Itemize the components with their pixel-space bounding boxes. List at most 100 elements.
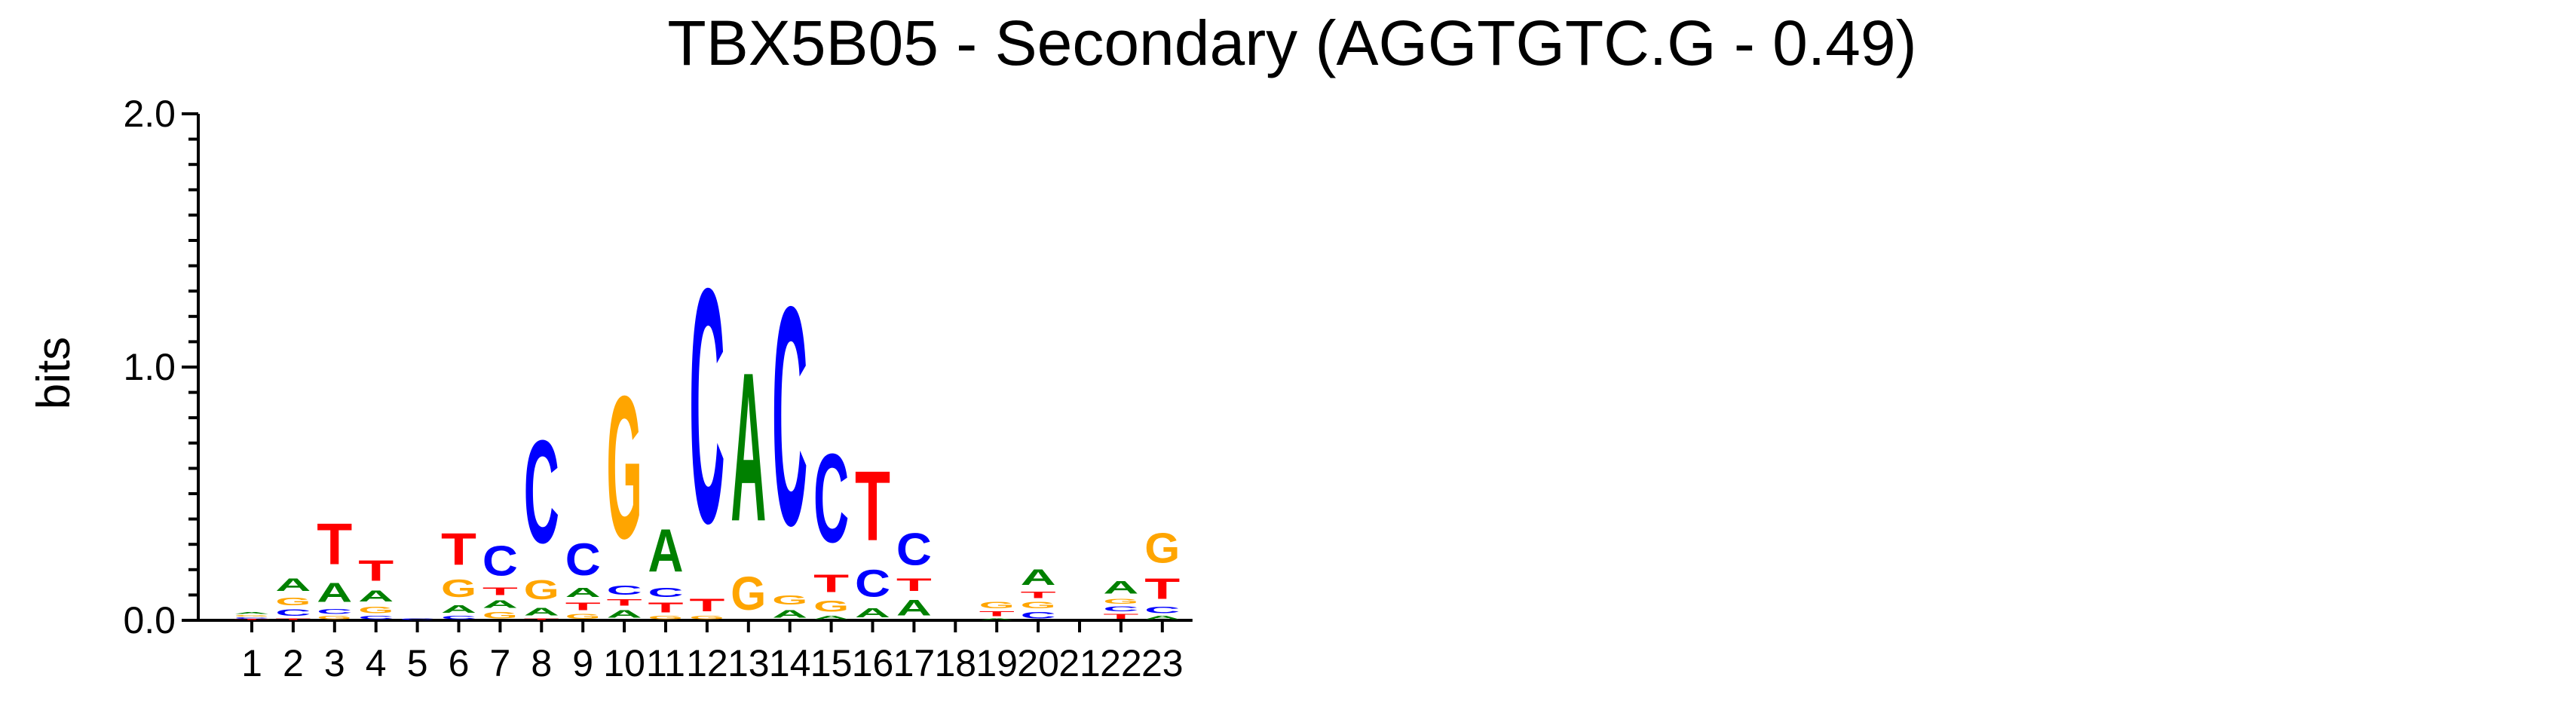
logo-column: AGC <box>772 242 807 621</box>
logo-letter-t: T <box>1021 590 1057 601</box>
x-tick-label: 13 <box>727 642 770 684</box>
x-tick-label: 21 <box>1058 642 1101 684</box>
logo-letter-a: A <box>565 585 601 600</box>
logo-letter-c: C <box>565 534 601 585</box>
logo-letter-g: G <box>234 614 270 617</box>
logo-letter-a: A <box>358 588 394 605</box>
logo-letter-a: A <box>1021 565 1056 590</box>
logo-letter-g: G <box>275 595 311 608</box>
x-tick-label: 2 <box>283 642 304 684</box>
logo-letter-g: G <box>1144 525 1180 572</box>
logo-letter-c: C <box>772 242 807 590</box>
logo-letter-c: C <box>1144 605 1180 615</box>
x-tick-label: 4 <box>366 642 387 684</box>
logo-letter-t: T <box>358 555 394 587</box>
x-tick-label: 9 <box>572 642 593 684</box>
x-tick-label: 11 <box>646 642 685 684</box>
logo-column: ACT <box>855 450 890 620</box>
x-tick-label: 20 <box>1017 642 1059 684</box>
logo-letter-t: T <box>275 618 311 620</box>
logo-letter-t: T <box>1144 572 1180 604</box>
x-tick-label: 14 <box>769 642 811 684</box>
logo-letter-a: A <box>607 607 642 620</box>
logo-letter-a: A <box>317 577 352 607</box>
logo-letter-a: A <box>855 605 890 620</box>
logo-letter-g: G <box>317 615 352 620</box>
x-tick-label: 10 <box>603 642 645 684</box>
x-tick-label: 3 <box>324 642 345 684</box>
logo-letter-c: C <box>689 220 724 593</box>
logo-letter-g: G <box>1021 600 1056 610</box>
logo-letter-g: G <box>731 568 766 620</box>
logo-letter-c: C <box>813 427 849 568</box>
x-tick-label: 17 <box>893 642 936 684</box>
logo-letter-g: G <box>1103 598 1138 605</box>
logo-letter-t: T <box>607 598 643 608</box>
logo-letter-g: G <box>524 574 559 605</box>
logo-letter-t: T <box>317 512 352 577</box>
chart-title: TBX5B05 - Secondary (AGGTGTC.G - 0.49) <box>667 8 1916 78</box>
logo-letter-g: G <box>482 611 518 620</box>
logo-letter-g: G <box>441 575 476 603</box>
logo-letter-g: G <box>979 600 1015 610</box>
x-tick-label: 22 <box>1100 642 1142 684</box>
x-tick-label: 5 <box>407 642 428 684</box>
logo-letter-t: T <box>979 610 1015 617</box>
logo-letter-t: T <box>896 575 932 595</box>
y-axis-label: bits <box>28 337 80 409</box>
x-tick-label: 8 <box>531 642 552 684</box>
logo-column: ATC <box>896 525 932 620</box>
logo-letter-t: T <box>234 619 270 620</box>
logo-letter-g: G <box>648 615 684 620</box>
logo-letter-t: T <box>813 569 849 597</box>
logo-letter-g: G <box>772 592 807 607</box>
logo-letter-g: G <box>565 613 601 620</box>
x-tick-label: 23 <box>1141 642 1184 684</box>
y-axis: 0.0 1.0 2.0 <box>123 93 200 641</box>
logo-letter-t: T <box>441 524 476 574</box>
logo-letter-a: A <box>896 595 932 620</box>
logo-letter-a: A <box>813 615 849 620</box>
logo-letter-c: C <box>482 537 518 584</box>
logo-letter-g: G <box>358 605 394 615</box>
x-tick-label: 15 <box>810 642 853 684</box>
logo-column: C <box>400 618 435 620</box>
y-tick-label: 0.0 <box>123 599 176 641</box>
x-tick-label: 18 <box>934 642 976 684</box>
logo-letter-a: A <box>524 605 559 618</box>
logo-letter-a: A <box>275 575 311 595</box>
logo-letter-g: G <box>813 598 849 616</box>
logo-letter-a: A <box>648 516 684 585</box>
logo-column: GA <box>731 329 766 621</box>
logo-letter-t: T <box>565 600 601 613</box>
logo-letter-a: A <box>1103 577 1138 597</box>
x-tick-label: 16 <box>852 642 894 684</box>
logo-letter-t: T <box>1103 613 1138 620</box>
x-tick-label: 12 <box>686 642 728 684</box>
logo-letter-c: C <box>855 562 890 605</box>
x-tick-label: 7 <box>489 642 510 684</box>
x-tick-label: 1 <box>241 642 262 684</box>
logo-letter-c: C <box>896 525 932 575</box>
logo-letter-t: T <box>689 595 724 616</box>
logo-letter-c: C <box>317 607 352 615</box>
logo-letter-a: A <box>731 329 766 566</box>
logo-letter-t: T <box>524 618 559 620</box>
logo-letter-c: C <box>234 617 270 620</box>
logo-column: GTC <box>689 220 724 621</box>
logo-letter-g: G <box>689 615 724 620</box>
